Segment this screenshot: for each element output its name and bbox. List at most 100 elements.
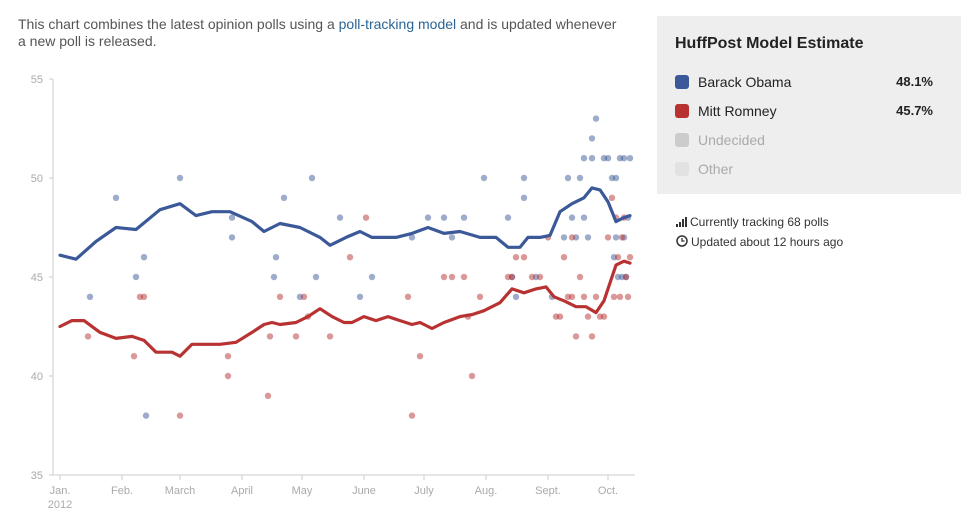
legend-name-other: Other [698, 161, 734, 177]
romney-poll-point [528, 273, 536, 281]
obama-poll-point [308, 174, 316, 182]
obama-poll-point [604, 155, 612, 162]
obama-poll-point [440, 214, 448, 221]
obama-poll-point [368, 273, 376, 281]
obama-poll-point [560, 234, 568, 241]
romney-poll-point [618, 234, 626, 241]
obama-poll-point [142, 412, 150, 419]
romney-poll-point [176, 412, 184, 419]
legend-name-obama: Barack Obama [698, 74, 792, 90]
y-tick-label: 50 [31, 173, 43, 185]
romney-poll-point [568, 234, 576, 241]
romney-poll-point [616, 293, 624, 300]
obama-poll-point [408, 234, 416, 241]
other-swatch [675, 162, 689, 176]
panel-title: HuffPost Model Estimate [675, 35, 864, 52]
legend-item-obama[interactable]: Barack Obama 48.1% [675, 72, 933, 92]
legend-name-romney: Mitt Romney [698, 103, 777, 119]
obama-poll-point [424, 214, 432, 221]
obama-poll-point [112, 194, 120, 201]
romney-poll-point [600, 313, 608, 320]
obama-poll-point [312, 273, 320, 281]
obama-poll-point [568, 214, 576, 221]
romney-poll-point [476, 293, 484, 300]
legend-item-romney[interactable]: Mitt Romney 45.7% [675, 101, 933, 121]
obama-poll-point [270, 273, 278, 281]
legend-item-undecided[interactable]: Undecided [675, 130, 933, 150]
x-tick-label: July [414, 485, 434, 497]
romney-poll-point [362, 214, 370, 221]
romney-poll-point [326, 333, 334, 340]
romney-poll-point [588, 333, 596, 340]
romney-poll-point [300, 293, 308, 300]
romney-poll-point [84, 333, 92, 340]
x-tick-sublabel: 2012 [48, 499, 72, 511]
obama-poll-point [584, 234, 592, 241]
romney-poll-point [276, 293, 284, 300]
romney-poll-point [604, 234, 612, 241]
x-tick-label: Oct. [598, 485, 618, 497]
romney-poll-point [346, 254, 354, 261]
obama-poll-point [176, 174, 184, 182]
romney-trend-line [58, 259, 632, 358]
romney-poll-point [140, 293, 148, 300]
obama-poll-point [626, 155, 634, 162]
romney-poll-point [572, 333, 580, 340]
legend-name-undecided: Undecided [698, 132, 765, 148]
obama-poll-point [592, 115, 600, 122]
y-tick-label: 40 [31, 371, 43, 383]
obama-poll-point [504, 214, 512, 221]
x-tick-label: Feb. [111, 485, 133, 497]
obama-poll-point [588, 155, 596, 162]
romney-poll-point [580, 293, 588, 300]
updated-info: Updated about 12 hours ago [676, 235, 843, 249]
obama-poll-point [580, 155, 588, 162]
tracking-info: Currently tracking 68 polls [676, 215, 829, 229]
obama-poll-point [336, 214, 344, 221]
obama-trend-line [58, 186, 632, 261]
x-tick-label: March [165, 485, 196, 497]
y-tick-label: 55 [31, 74, 43, 86]
romney-poll-point [556, 313, 564, 320]
romney-poll-point [592, 293, 600, 300]
obama-poll-point [612, 234, 620, 241]
romney-poll-point [622, 273, 630, 281]
obama-poll-point [564, 174, 572, 182]
x-tick-label: Aug. [475, 485, 498, 497]
intro-text-end: and is updated whenever a new poll is re… [18, 16, 617, 49]
obama-poll-point [512, 293, 520, 300]
x-tick-label: Jan. [50, 485, 71, 497]
obama-poll-point [272, 254, 280, 261]
obama-poll-point [228, 234, 236, 241]
legend-item-other[interactable]: Other [675, 159, 933, 179]
polling-line-chart: 35 40 45 50 55 Jan. 2012 Feb. March April May June J… [31, 74, 635, 511]
romney-poll-point [266, 333, 274, 340]
romney-poll-point [468, 372, 476, 380]
tracking-text: Currently tracking 68 polls [690, 215, 829, 229]
romney-poll-point [404, 293, 412, 300]
chart-description: This chart combines the latest opinion p… [18, 16, 618, 50]
romney-poll-point [568, 293, 576, 300]
obama-swatch [675, 75, 689, 89]
obama-poll-point [448, 234, 456, 241]
romney-poll-point [610, 293, 618, 300]
romney-swatch [675, 104, 689, 118]
romney-poll-point [520, 254, 528, 261]
romney-poll-point [560, 254, 568, 261]
romney-poll-point [448, 273, 456, 281]
x-tick-label: Sept. [535, 485, 561, 497]
poll-tracking-model-link[interactable]: poll-tracking model [338, 16, 457, 32]
x-tick-label: April [231, 485, 253, 497]
romney-poll-point [512, 254, 520, 261]
updated-text: Updated about 12 hours ago [691, 235, 844, 249]
romney-poll-point [536, 273, 544, 281]
obama-poll-point [228, 214, 236, 221]
obama-poll-point [132, 273, 140, 281]
obama-poll-point [140, 254, 148, 261]
romney-poll-point [614, 254, 622, 261]
romney-poll-point [508, 273, 516, 281]
obama-poll-point [612, 174, 620, 182]
romney-poll-point [416, 353, 424, 360]
y-tick-label: 45 [31, 272, 43, 284]
romney-poll-point [292, 333, 300, 340]
